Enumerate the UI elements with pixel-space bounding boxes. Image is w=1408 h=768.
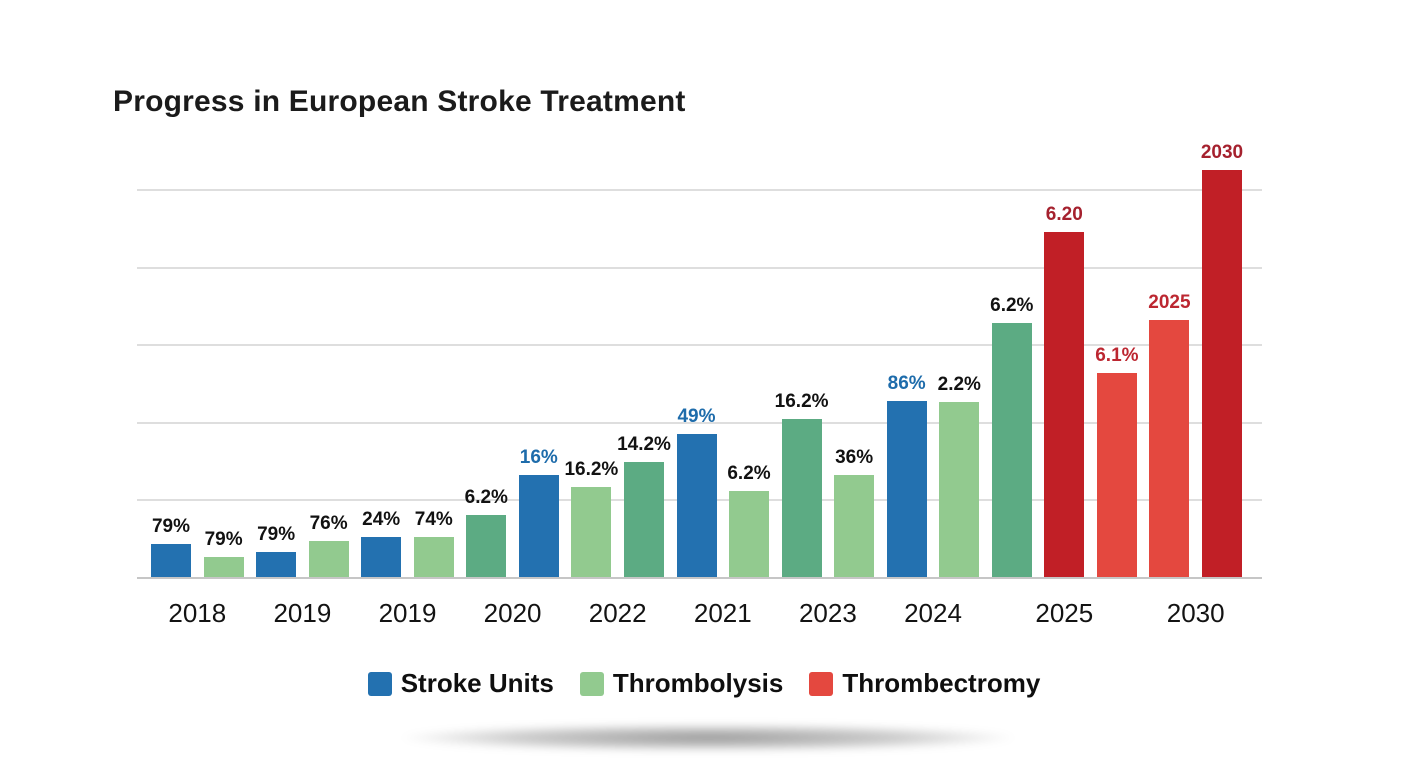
- bar-value-label: 24%: [362, 509, 401, 530]
- bar: [991, 323, 1032, 577]
- bar-value-label: 16%: [519, 447, 558, 468]
- gridline: [137, 422, 1262, 424]
- bar-value-label: 6.2%: [464, 487, 508, 508]
- legend-label: Thrombectromy: [842, 668, 1041, 698]
- bar: [1202, 170, 1242, 577]
- bar: [781, 419, 822, 577]
- x-axis-label: 2025: [1035, 598, 1094, 628]
- bar: [624, 462, 664, 577]
- bar-value-label: 16.2%: [564, 459, 619, 480]
- bar-value-label: 49%: [677, 406, 716, 427]
- legend-label: Thrombolysis: [612, 668, 784, 698]
- bar-value-label: 36%: [835, 447, 874, 468]
- bar: [1149, 320, 1190, 577]
- bar: [729, 491, 769, 577]
- x-axis-label: 2019: [378, 598, 437, 628]
- bar: [361, 537, 402, 577]
- card-shadow: [278, 723, 1138, 768]
- bar: [571, 487, 612, 577]
- bar-value-label: 86%: [887, 373, 926, 394]
- bar-value-label: 74%: [414, 509, 453, 530]
- bar-value-label: 16.2%: [774, 391, 829, 412]
- bar-value-label: 14.2%: [617, 434, 671, 455]
- x-axis-label: 2018: [168, 598, 227, 628]
- x-axis-label: 2030: [1166, 598, 1225, 628]
- bar-value-label: 2025: [1148, 292, 1191, 313]
- legend-swatch: [367, 671, 392, 696]
- bar: [834, 475, 875, 577]
- gridline: [137, 267, 1262, 269]
- x-axis-label: 2019: [273, 598, 332, 628]
- legend-swatch: [809, 671, 834, 696]
- chart-title: Progress in European Stroke Treatment: [113, 85, 686, 118]
- bar: [518, 475, 559, 577]
- x-axis-label: 2020: [483, 598, 542, 628]
- legend-swatch: [579, 671, 604, 696]
- legend-item: Thrombectromy: [809, 668, 1040, 699]
- bar-value-label: 6.2%: [727, 463, 771, 484]
- legend-label: Stroke Units: [400, 668, 554, 698]
- legend-item: Thrombolysis: [579, 668, 784, 699]
- bar-value-label: 79%: [151, 516, 191, 537]
- bar: [466, 515, 507, 577]
- bar: [413, 537, 454, 577]
- x-axis-label: 2023: [798, 598, 857, 628]
- bar: [203, 557, 244, 577]
- bar-value-label: 6.20: [1045, 204, 1083, 225]
- bar: [308, 541, 349, 577]
- bar-value-label: 2030: [1200, 142, 1244, 163]
- bar: [151, 544, 191, 577]
- gridline: [137, 189, 1262, 191]
- bar: [886, 401, 927, 577]
- gridline: [137, 344, 1262, 346]
- bar: [939, 402, 980, 577]
- x-axis-line: [137, 577, 1262, 579]
- bar-value-label: 76%: [309, 513, 348, 534]
- bar-value-label: 6.2%: [990, 295, 1034, 316]
- bar-value-label: 2.2%: [937, 374, 981, 395]
- bar-value-label: 79%: [257, 524, 296, 545]
- legend: Stroke Units Thrombolysis Thrombectromy: [0, 668, 1408, 699]
- x-axis-label: 2022: [588, 598, 647, 628]
- x-axis-label: 2021: [693, 598, 752, 628]
- bar-value-label: 79%: [204, 529, 243, 550]
- bar: [676, 434, 717, 577]
- bar: [1044, 232, 1085, 577]
- bar-value-label: 6.1%: [1095, 345, 1139, 366]
- bar: [256, 552, 297, 577]
- x-axis-label: 2024: [904, 598, 962, 628]
- legend-item: Stroke Units: [367, 668, 554, 699]
- bar: [1096, 373, 1137, 577]
